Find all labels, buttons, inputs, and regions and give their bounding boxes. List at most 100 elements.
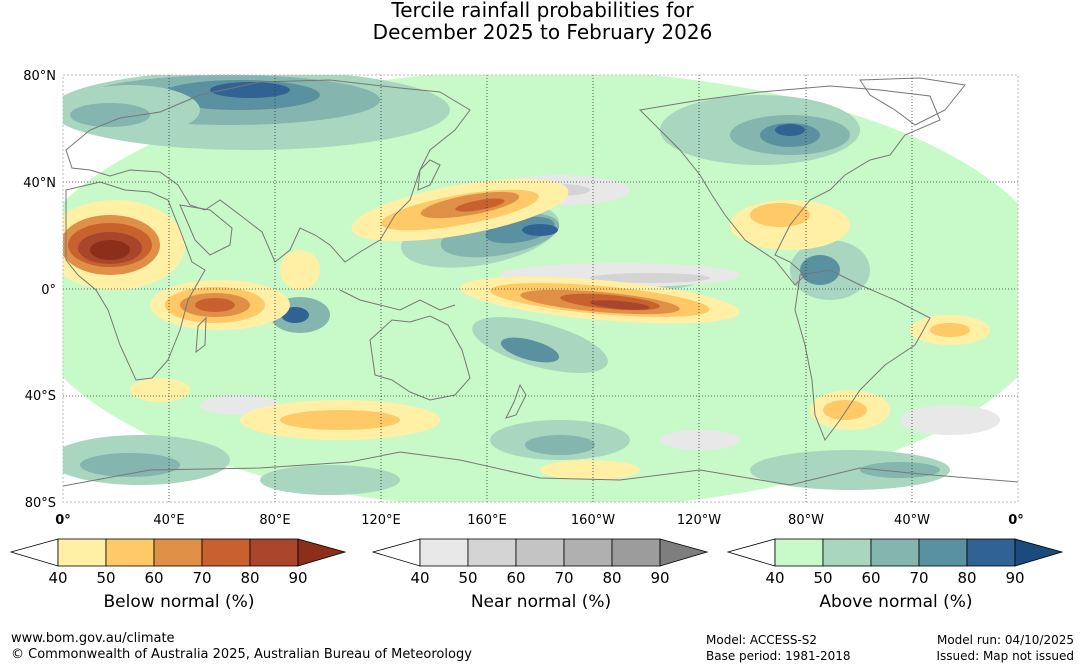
- below-normal-probability-region: [455, 198, 505, 212]
- rainfall-probability-map: 80°N 40°N 0° 40°S 80°S 0° 40°E 80°E 120°…: [23, 69, 1024, 528]
- lat-label-80n: 80°N: [23, 69, 56, 84]
- near-normal-probability-region: [660, 430, 740, 450]
- near-normal-probability-region: [590, 273, 710, 283]
- above-normal-probability-region: [775, 124, 805, 136]
- colorbar-tick-label: 40: [410, 569, 429, 587]
- footer-copyright: © Commonwealth of Australia 2025, Austra…: [11, 647, 472, 662]
- above-normal-probability-region: [210, 82, 290, 98]
- above-normal-probability-region: [860, 462, 940, 478]
- arabia-outline: [179, 204, 233, 256]
- colorbar-tick-label: 40: [48, 569, 67, 587]
- lon-label-40e: 40°E: [153, 513, 184, 528]
- colorbar-tick-label: 70: [192, 569, 211, 587]
- footer-issued: Issued: Map not issued: [936, 649, 1074, 663]
- below-normal-probability-region: [590, 300, 650, 310]
- above-normal-probability-region: [70, 103, 150, 127]
- below-normal-probability-region: [280, 410, 400, 430]
- coastlines: [63, 77, 1018, 487]
- colorbar-tick-label: 40: [765, 569, 784, 587]
- lat-label-40s: 40°S: [25, 389, 56, 404]
- map-title-line1: Tercile rainfall probabilities for: [391, 0, 694, 22]
- colorbar-segment: [105, 538, 155, 567]
- below-normal-probability-region: [90, 240, 130, 260]
- lon-label-120w: 120°W: [677, 513, 721, 528]
- new-zealand-outline: [505, 383, 527, 419]
- lon-label-0-right: 0°: [1008, 513, 1024, 528]
- japan-outline: [417, 159, 441, 191]
- colorbar-high-cap: [659, 538, 709, 567]
- colorbar-tick-label: 50: [813, 569, 832, 587]
- colorbar-low-cap: [372, 538, 421, 567]
- colorbar-segment: [57, 538, 107, 567]
- footer-base-period: Base period: 1981-2018: [706, 649, 851, 663]
- footer-model-run: Model run: 04/10/2025: [936, 633, 1074, 647]
- south-america-outline: [794, 269, 931, 442]
- colorbar-tick-label: 70: [554, 569, 573, 587]
- colorbar: 40 50 60 70 80 90: [10, 538, 347, 587]
- colorbar-tick-label: 90: [288, 569, 307, 587]
- madagascar-outline: [195, 316, 207, 354]
- footer-website[interactable]: www.bom.gov.au/climate: [11, 631, 175, 646]
- colorbar-tick-label: 60: [506, 569, 525, 587]
- colorbar-tick-label: 90: [650, 569, 669, 587]
- colorbar-segment: [201, 538, 251, 567]
- above-normal-probability-region: [260, 465, 400, 495]
- colorbar-segment: [774, 538, 824, 567]
- lon-label-80w: 80°W: [788, 513, 824, 528]
- africa-outline: [65, 181, 206, 381]
- above-normal-probability-region: [281, 307, 309, 323]
- probability-field: [63, 75, 1018, 502]
- lon-label-160e: 160°E: [467, 513, 507, 528]
- colorbar-segment: [249, 538, 299, 567]
- above-normal-probability-region: [80, 453, 180, 477]
- colorbar: 40 50 60 70 80 90: [727, 538, 1064, 587]
- legend-above-normal: 40 50 60 70 80 90: [727, 538, 1067, 588]
- below-normal-probability-region: [280, 250, 320, 290]
- indonesia-outline: [339, 289, 456, 311]
- north-america-outline: [638, 85, 941, 286]
- legend-title-near: Near normal (%): [470, 592, 612, 612]
- lon-label-80e: 80°E: [259, 513, 290, 528]
- colorbar-segment: [419, 538, 469, 567]
- colorbar-segment: [611, 538, 661, 567]
- footer-model: Model: ACCESS-S2: [706, 633, 818, 647]
- colorbar-segment: [515, 538, 565, 567]
- lon-label-0-left: 0°: [55, 513, 71, 528]
- legend-title-below: Below normal (%): [103, 592, 255, 612]
- below-normal-probability-region: [130, 378, 190, 402]
- legend-title-above: Above normal (%): [819, 592, 973, 612]
- above-normal-probability-region: [500, 337, 560, 363]
- map-title-line2: December 2025 to February 2026: [372, 20, 713, 44]
- axis-labels: 80°N 40°N 0° 40°S 80°S 0° 40°E 80°E 120°…: [23, 69, 1024, 528]
- colorbar-segment: [563, 538, 613, 567]
- lon-label-160w: 160°W: [571, 513, 615, 528]
- colorbar-tick-label: 60: [144, 569, 163, 587]
- colorbar-high-cap: [297, 538, 347, 567]
- above-normal-probability-region: [525, 435, 595, 455]
- colorbar-low-cap: [727, 538, 776, 567]
- graticule: [63, 75, 1018, 502]
- above-normal-probability-region: [800, 255, 840, 285]
- lon-label-40w: 40°W: [894, 513, 930, 528]
- colorbar-tick-label: 80: [240, 569, 259, 587]
- australia-outline: [369, 315, 471, 401]
- greenland-outline: [859, 77, 966, 126]
- lat-label-equator: 0°: [41, 283, 56, 298]
- colorbar-tick-label: 80: [957, 569, 976, 587]
- antarctica-outline: [63, 451, 1018, 487]
- below-normal-probability-region: [823, 400, 867, 420]
- colorbar-tick-label: 50: [458, 569, 477, 587]
- colorbar-segment: [153, 538, 203, 567]
- colorbar-segment: [822, 538, 872, 567]
- colorbar-segment: [918, 538, 968, 567]
- colorbar-tick-label: 50: [96, 569, 115, 587]
- legend-near-normal: 40 50 60 70 80 90: [372, 538, 712, 588]
- below-normal-probability-region: [930, 323, 970, 337]
- colorbar: 40 50 60 70 80 90: [372, 538, 709, 587]
- map-frame: [62, 74, 1019, 503]
- colorbar-tick-label: 60: [861, 569, 880, 587]
- lat-label-80s: 80°S: [25, 496, 56, 511]
- colorbar-segment: [467, 538, 517, 567]
- colorbar-segment: [870, 538, 920, 567]
- below-normal-probability-region: [195, 298, 235, 312]
